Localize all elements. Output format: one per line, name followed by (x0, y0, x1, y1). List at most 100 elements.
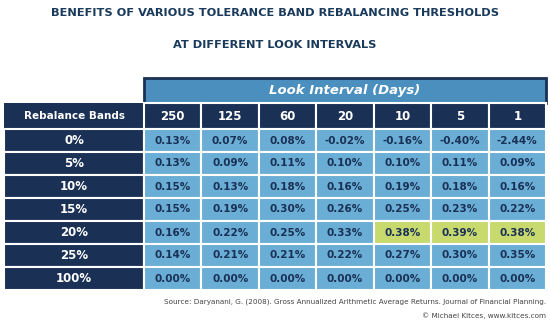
Bar (201, 129, 259, 152)
Text: 0.22%: 0.22% (212, 228, 248, 237)
Bar (259, 221, 316, 244)
Bar (316, 103, 373, 129)
Text: 125: 125 (218, 110, 243, 123)
Bar (373, 152, 431, 175)
Text: 0.39%: 0.39% (442, 228, 478, 237)
Bar (488, 198, 546, 221)
Bar (4, 221, 144, 244)
Bar (431, 129, 488, 152)
Bar (4, 129, 144, 152)
Bar (144, 221, 201, 244)
Text: 0.10%: 0.10% (384, 159, 421, 168)
Bar (259, 198, 316, 221)
Text: 0.11%: 0.11% (442, 159, 478, 168)
Bar (316, 198, 373, 221)
Text: 0.25%: 0.25% (384, 204, 421, 215)
Bar (316, 244, 373, 267)
Bar (201, 267, 259, 290)
Text: Look Interval (Days): Look Interval (Days) (270, 84, 421, 97)
Bar (4, 244, 144, 267)
Text: 15%: 15% (60, 203, 88, 216)
Bar (488, 103, 546, 129)
Text: 0.22%: 0.22% (499, 204, 535, 215)
Text: 25%: 25% (60, 249, 88, 262)
Bar (259, 244, 316, 267)
Text: 0.33%: 0.33% (327, 228, 363, 237)
Bar (144, 267, 201, 290)
Text: 0.21%: 0.21% (212, 250, 248, 261)
Bar (201, 244, 259, 267)
Text: 0.23%: 0.23% (442, 204, 478, 215)
Text: 0.38%: 0.38% (499, 228, 535, 237)
Bar (431, 103, 488, 129)
Bar (316, 129, 373, 152)
Bar (373, 129, 431, 152)
Bar (373, 267, 431, 290)
Text: 0.15%: 0.15% (155, 181, 191, 192)
Bar (373, 103, 431, 129)
Text: 0.30%: 0.30% (442, 250, 478, 261)
Bar (488, 267, 546, 290)
Text: © Michael Kitces, www.kitces.com: © Michael Kitces, www.kitces.com (422, 313, 546, 319)
Bar (431, 152, 488, 175)
Bar (4, 152, 144, 175)
Text: 0.38%: 0.38% (384, 228, 421, 237)
Text: -0.02%: -0.02% (324, 135, 365, 146)
Text: 0.08%: 0.08% (270, 135, 306, 146)
Text: 0.00%: 0.00% (384, 273, 421, 284)
Bar (201, 198, 259, 221)
Bar (4, 103, 144, 129)
Bar (488, 129, 546, 152)
Bar (4, 198, 144, 221)
Text: 0.18%: 0.18% (270, 181, 306, 192)
Text: 0.07%: 0.07% (212, 135, 249, 146)
Bar (144, 152, 201, 175)
Text: 0.19%: 0.19% (212, 204, 248, 215)
Text: 0.18%: 0.18% (442, 181, 478, 192)
Text: -0.40%: -0.40% (439, 135, 480, 146)
Bar (316, 267, 373, 290)
Bar (431, 221, 488, 244)
Bar (201, 175, 259, 198)
Text: 0.09%: 0.09% (499, 159, 535, 168)
Bar (4, 175, 144, 198)
Bar (4, 78, 546, 290)
Text: 0%: 0% (64, 134, 84, 147)
Text: 0.27%: 0.27% (384, 250, 421, 261)
Text: 0.00%: 0.00% (442, 273, 478, 284)
Text: 0.25%: 0.25% (270, 228, 306, 237)
Text: 0.22%: 0.22% (327, 250, 363, 261)
Bar (201, 103, 259, 129)
Text: 0.13%: 0.13% (155, 135, 191, 146)
Text: 60: 60 (279, 110, 296, 123)
Text: 0.00%: 0.00% (499, 273, 535, 284)
Bar (144, 244, 201, 267)
Bar (431, 244, 488, 267)
Bar (488, 175, 546, 198)
Text: 100%: 100% (56, 272, 92, 285)
Text: 5: 5 (456, 110, 464, 123)
Bar (4, 267, 144, 290)
Text: 0.10%: 0.10% (327, 159, 363, 168)
Bar (488, 152, 546, 175)
Text: 0.16%: 0.16% (155, 228, 191, 237)
Bar (373, 244, 431, 267)
Text: 0.14%: 0.14% (155, 250, 191, 261)
Bar (373, 175, 431, 198)
Text: 10: 10 (394, 110, 410, 123)
Bar (4, 78, 144, 129)
Bar (259, 103, 316, 129)
Bar (259, 175, 316, 198)
Text: 0.30%: 0.30% (270, 204, 306, 215)
Text: -0.16%: -0.16% (382, 135, 423, 146)
Text: 0.16%: 0.16% (499, 181, 535, 192)
Bar (259, 267, 316, 290)
Text: AT DIFFERENT LOOK INTERVALS: AT DIFFERENT LOOK INTERVALS (173, 40, 377, 50)
Text: 0.00%: 0.00% (327, 273, 363, 284)
Text: 0.11%: 0.11% (270, 159, 306, 168)
Bar (316, 221, 373, 244)
Text: 0.00%: 0.00% (270, 273, 306, 284)
Bar (144, 129, 201, 152)
Text: 0.00%: 0.00% (155, 273, 191, 284)
Text: 20%: 20% (60, 226, 88, 239)
